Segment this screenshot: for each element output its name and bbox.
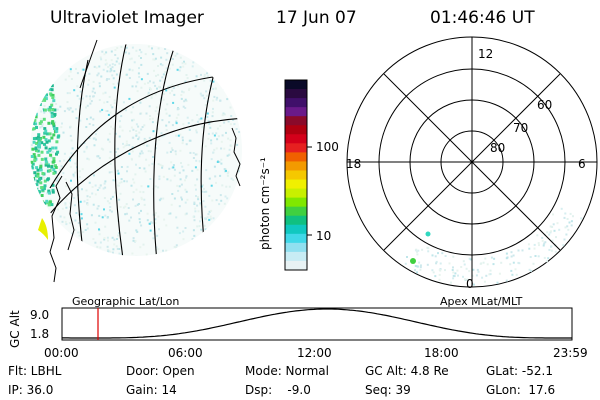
status-dsp: Dsp: -9.0 [245,383,311,397]
colorbar-segment [285,215,307,226]
status-gc-alt: GC Alt: 4.8 Re [365,364,449,378]
color-bar [284,79,312,271]
status-gain: Gain: 14 [126,383,177,397]
polar-plot-magnetic [346,36,598,288]
colorbar-segment [285,188,307,199]
colorbar-segment [285,152,307,162]
altitude-ytick-low: 1.8 [30,327,50,341]
status-door: Door: Open [126,364,195,378]
lat-lon-grid [39,44,242,256]
mlt-label-12: 12 [478,47,494,61]
mlt-label-0: 0 [466,277,474,291]
colorbar-segment [285,170,307,181]
status-glat: GLat: -52.1 [486,364,553,378]
instrument-title: Ultraviolet Imager [50,8,204,28]
colorbar-segment [285,251,307,262]
colorbar-segment [285,260,307,271]
colorbar-segment [285,161,307,171]
colorbar-segment [285,224,307,235]
colorbar-segment [285,125,307,135]
mlt-label-18: 18 [346,157,362,171]
colorbar-segment [285,98,307,108]
mlt-label-6: 6 [578,157,586,171]
altitude-xtick-3: 18:00 [424,346,459,360]
colorbar-segment [285,197,307,208]
date-label: 17 Jun 07 [276,8,357,28]
altitude-xtick-4: 23:59 [553,346,588,360]
colorbar-segment [285,134,307,144]
status-glon: GLon: 17.6 [486,383,556,397]
lat-label-60: 60 [537,98,553,112]
colorbar-segment [285,80,307,90]
colorbar-segment [285,233,307,244]
apex-label: Apex MLat/MLT [440,295,523,308]
altitude-plot [61,307,573,341]
colorbar-segment [285,107,307,117]
status-seq: Seq: 39 [365,383,411,397]
colorbar-segment [285,242,307,253]
altitude-xtick-1: 06:00 [168,346,203,360]
status-filter: Flt: LBHL [8,364,62,378]
colorbar-tick-10: 10 [316,229,332,243]
lat-label-70: 70 [513,121,529,135]
time-label: 01:46:46 UT [430,8,535,28]
altitude-xtick-0: 00:00 [44,346,79,360]
colorbar-tick-100: 100 [316,140,339,154]
geographic-label: Geographic Lat/Lon [72,295,180,308]
polar-emission [404,207,583,286]
auroral-image-geographic [30,39,242,283]
altitude-ylabel: GC Alt [8,310,22,348]
coastline [49,127,241,283]
colorbar-segment [285,89,307,99]
colorbar-segment [285,179,307,190]
colorbar-segment [285,206,307,217]
altitude-xtick-2: 12:00 [297,346,332,360]
altitude-curve [62,308,572,339]
status-mode: Mode: Normal [245,364,329,378]
altitude-ytick-high: 9.0 [30,308,50,322]
lat-label-80: 80 [490,141,506,155]
status-ip: IP: 36.0 [8,383,54,397]
colorbar-segment [285,143,307,153]
colorbar-segment [285,116,307,126]
bright-emission-patch [38,218,48,240]
